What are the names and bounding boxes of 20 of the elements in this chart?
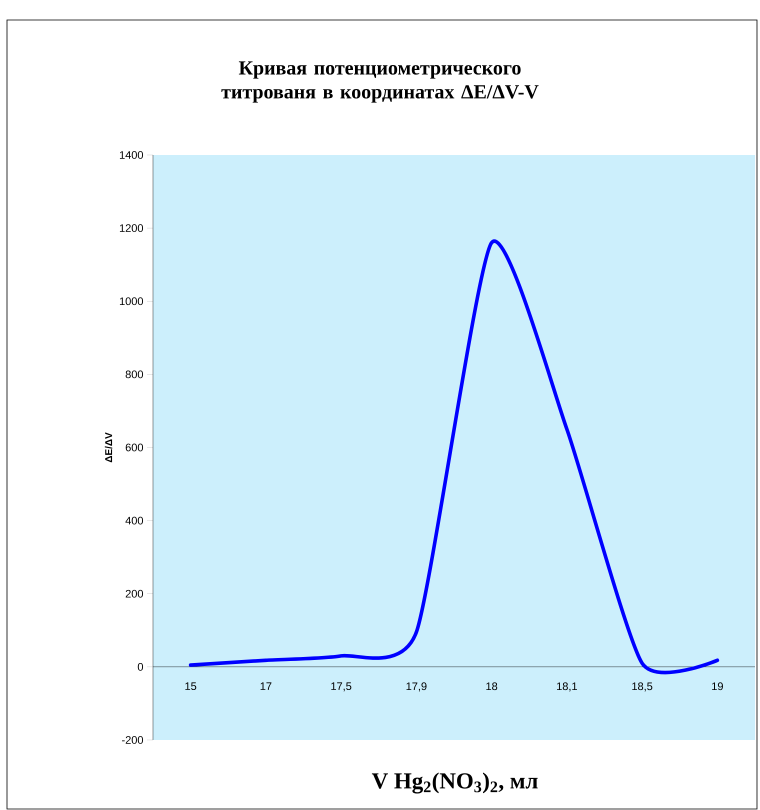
- x-tick-label: 18,5: [632, 682, 652, 692]
- x-tick-label: 18: [486, 682, 498, 690]
- x-tick-label: 18,1: [557, 682, 577, 692]
- y-axis-title: ΔE/ΔV: [104, 432, 112, 462]
- y-tick-label: 600: [126, 444, 144, 452]
- y-tick-label: 0: [138, 663, 144, 671]
- x-tick-label: 17,9: [406, 682, 427, 692]
- x-axis-title: V Hg$_{2}$(NO$_{3}$)$_{2}$, мл: [372, 772, 538, 794]
- y-tick-label: 1000: [120, 297, 144, 306]
- y-tick-label: 1400: [120, 151, 144, 159]
- x-tick-label: 17,5: [331, 682, 352, 692]
- y-tick-label: 400: [125, 516, 144, 524]
- x-tick-label: 19: [712, 682, 723, 690]
- chart-title: Кривая потенциометрического титрованя в координатах ΔE/ΔV-V: [221, 61, 539, 103]
- y-tick-label: -200: [122, 736, 144, 744]
- x-tick-label: 17: [260, 682, 272, 690]
- y-tick-label: 800: [126, 370, 144, 378]
- y-tick-label: 200: [126, 590, 144, 598]
- y-tick-label: 1200: [120, 224, 144, 232]
- x-tick-label: 15: [185, 682, 196, 690]
